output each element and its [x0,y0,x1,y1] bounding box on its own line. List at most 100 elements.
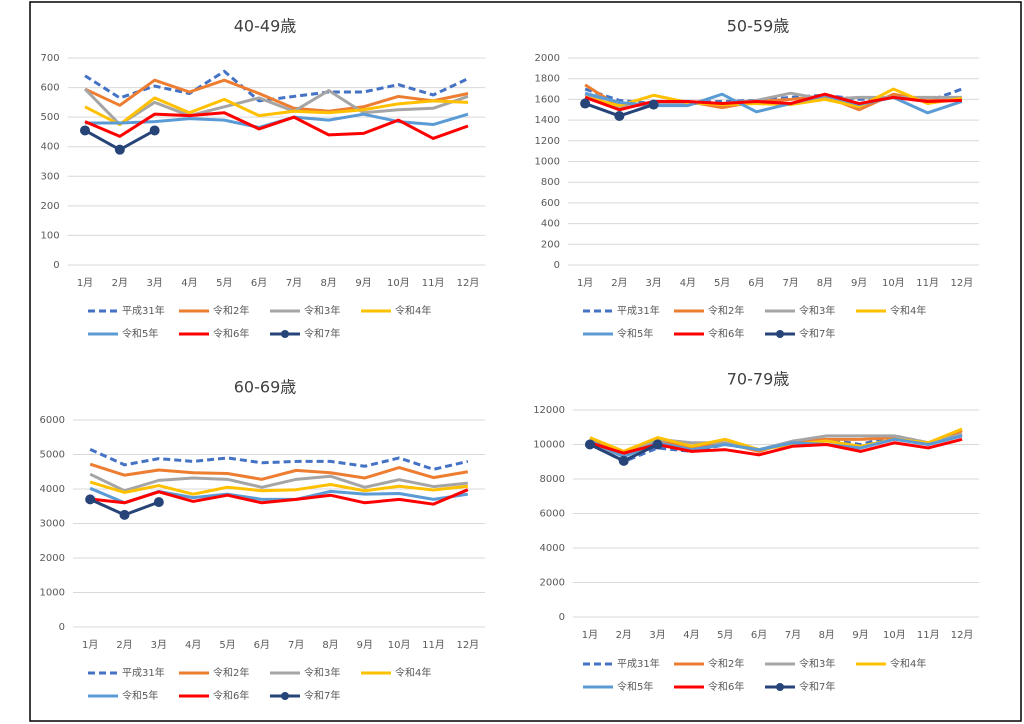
legend-label: 令和4年 [890,304,926,317]
y-tick-label: 1600 [535,94,560,105]
y-tick-label: 6000 [40,415,65,426]
legend-label: 平成31年 [617,657,660,670]
legend-label: 令和4年 [395,666,431,679]
series-line [83,87,469,127]
x-tick-label: 11月 [422,277,445,289]
legend-label: 令和6年 [708,327,744,340]
chart-title: 40-49歳 [234,17,297,36]
y-tick-label: 1000 [40,588,65,599]
series-line [89,462,469,481]
y-tick-label: 1200 [535,136,560,147]
x-tick-label: 6月 [751,629,767,641]
x-tick-label: 12月 [951,629,974,641]
x-tick-label: 12月 [456,639,479,651]
marker [614,110,625,121]
x-tick-label: 9月 [852,629,868,641]
y-tick-label: 1800 [535,74,560,85]
y-tick-label: 200 [41,201,60,212]
series-line [584,92,962,112]
x-tick-label: 10月 [388,639,411,651]
x-tick-label: 5月 [219,639,235,651]
x-tick-label: 3月 [645,277,661,289]
y-tick-label: 3000 [40,519,65,530]
marker [580,98,591,109]
legend-marker [776,683,784,691]
x-tick-label: 3月 [151,639,167,651]
marker [119,509,130,520]
legend-label: 平成31年 [617,304,660,317]
legend-label: 令和4年 [890,657,926,670]
x-tick-label: 4月 [181,277,197,289]
y-tick-label: 700 [41,53,60,64]
legend-label: 令和6年 [213,327,249,340]
x-tick-label: 6月 [254,639,270,651]
x-tick-label: 1月 [577,277,593,289]
legend-label: 令和2年 [708,657,744,670]
legend-label: 令和6年 [213,689,249,702]
legend-label: 令和5年 [617,680,653,693]
y-tick-label: 600 [41,83,60,94]
marker [584,439,595,450]
x-tick-label: 11月 [916,277,939,289]
legend-label: 令和2年 [708,304,744,317]
y-tick-label: 200 [541,239,560,250]
y-tick-label: 300 [41,171,60,182]
y-tick-label: 500 [41,112,60,123]
series-line [84,69,469,103]
legend-label: 令和5年 [617,327,653,340]
y-tick-label: 1400 [535,115,560,126]
series-line [584,87,963,109]
legend-label: 平成31年 [122,666,165,679]
y-tick-label: 2000 [540,578,565,589]
x-tick-label: 3月 [649,629,665,641]
x-tick-label: 5月 [216,277,232,289]
x-tick-label: 7月 [288,639,304,651]
legend-label: 令和7年 [799,327,835,340]
y-tick-label: 0 [59,622,65,633]
x-tick-label: 12月 [951,277,974,289]
x-tick-label: 9月 [851,277,867,289]
y-tick-label: 6000 [540,509,565,520]
x-tick-label: 9月 [355,277,371,289]
x-tick-label: 4月 [680,277,696,289]
chart-title: 60-69歳 [234,378,297,397]
y-tick-label: 4000 [540,543,565,554]
marker [80,125,91,136]
legend-label: 令和3年 [799,304,835,317]
x-tick-label: 1月 [82,639,98,651]
x-tick-label: 7月 [785,629,801,641]
legend-label: 令和4年 [395,304,431,317]
x-tick-label: 2月 [116,639,132,651]
legend-label: 令和3年 [304,666,340,679]
x-tick-label: 10月 [883,629,906,641]
x-tick-label: 6月 [748,277,764,289]
y-tick-label: 400 [41,142,60,153]
series-line [90,488,469,506]
series-line [584,87,963,106]
x-tick-label: 3月 [146,277,162,289]
legend-marker [281,692,289,700]
legend-label: 令和3年 [304,304,340,317]
legend-label: 令和5年 [122,327,158,340]
x-tick-label: 9月 [357,639,373,651]
y-tick-label: 2000 [40,553,65,564]
legend-label: 令和7年 [304,327,340,340]
marker [618,455,629,466]
marker [153,497,164,508]
legend-label: 令和6年 [708,680,744,693]
x-tick-label: 4月 [185,639,201,651]
y-tick-label: 5000 [40,450,65,461]
y-tick-label: 100 [41,230,60,241]
x-tick-label: 8月 [817,277,833,289]
marker [85,494,96,505]
x-tick-label: 8月 [322,639,338,651]
y-tick-label: 400 [541,219,560,230]
x-tick-label: 2月 [112,277,128,289]
x-tick-label: 7月 [782,277,798,289]
x-tick-label: 7月 [286,277,302,289]
marker [149,125,160,136]
y-tick-label: 0 [554,260,560,271]
x-tick-label: 11月 [917,629,940,641]
legend-label: 令和3年 [799,657,835,670]
